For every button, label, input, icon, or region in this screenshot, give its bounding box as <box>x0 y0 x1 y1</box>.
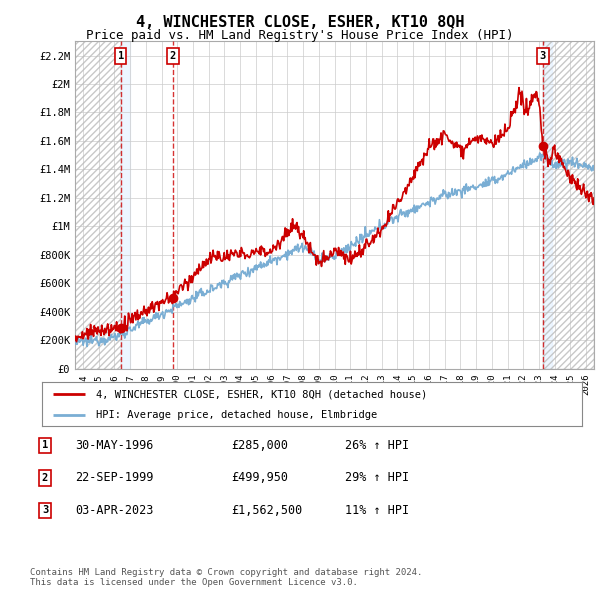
Text: 1: 1 <box>118 51 124 61</box>
Text: 29% ↑ HPI: 29% ↑ HPI <box>345 471 409 484</box>
Text: 11% ↑ HPI: 11% ↑ HPI <box>345 504 409 517</box>
Text: 1: 1 <box>42 441 48 450</box>
Text: £285,000: £285,000 <box>231 439 288 452</box>
Text: £499,950: £499,950 <box>231 471 288 484</box>
Text: 4, WINCHESTER CLOSE, ESHER, KT10 8QH (detached house): 4, WINCHESTER CLOSE, ESHER, KT10 8QH (de… <box>96 389 427 399</box>
Text: 03-APR-2023: 03-APR-2023 <box>75 504 154 517</box>
Text: £1,562,500: £1,562,500 <box>231 504 302 517</box>
Bar <box>543 41 594 369</box>
Bar <box>75 41 121 369</box>
Text: 30-MAY-1996: 30-MAY-1996 <box>75 439 154 452</box>
Text: 22-SEP-1999: 22-SEP-1999 <box>75 471 154 484</box>
Text: Contains HM Land Registry data © Crown copyright and database right 2024.
This d: Contains HM Land Registry data © Crown c… <box>30 568 422 587</box>
Text: 4, WINCHESTER CLOSE, ESHER, KT10 8QH: 4, WINCHESTER CLOSE, ESHER, KT10 8QH <box>136 15 464 30</box>
Text: 2: 2 <box>42 473 48 483</box>
Text: HPI: Average price, detached house, Elmbridge: HPI: Average price, detached house, Elmb… <box>96 410 377 420</box>
Text: 3: 3 <box>540 51 546 61</box>
Text: Price paid vs. HM Land Registry's House Price Index (HPI): Price paid vs. HM Land Registry's House … <box>86 30 514 42</box>
Text: 26% ↑ HPI: 26% ↑ HPI <box>345 439 409 452</box>
Text: 2: 2 <box>170 51 176 61</box>
Bar <box>543 41 553 369</box>
Bar <box>121 41 130 369</box>
Text: 3: 3 <box>42 506 48 515</box>
